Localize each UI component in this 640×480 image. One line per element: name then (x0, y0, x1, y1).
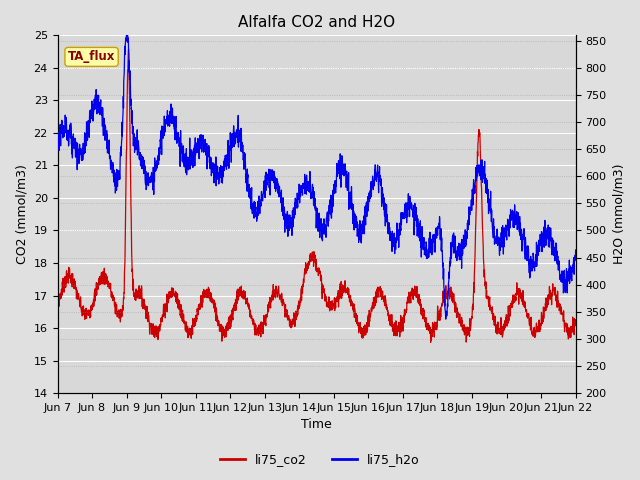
Y-axis label: CO2 (mmol/m3): CO2 (mmol/m3) (15, 164, 28, 264)
Text: TA_flux: TA_flux (68, 50, 115, 63)
X-axis label: Time: Time (301, 419, 332, 432)
Legend: li75_co2, li75_h2o: li75_co2, li75_h2o (215, 448, 425, 471)
Title: Alfalfa CO2 and H2O: Alfalfa CO2 and H2O (238, 15, 395, 30)
Y-axis label: H2O (mmol/m3): H2O (mmol/m3) (612, 164, 625, 264)
